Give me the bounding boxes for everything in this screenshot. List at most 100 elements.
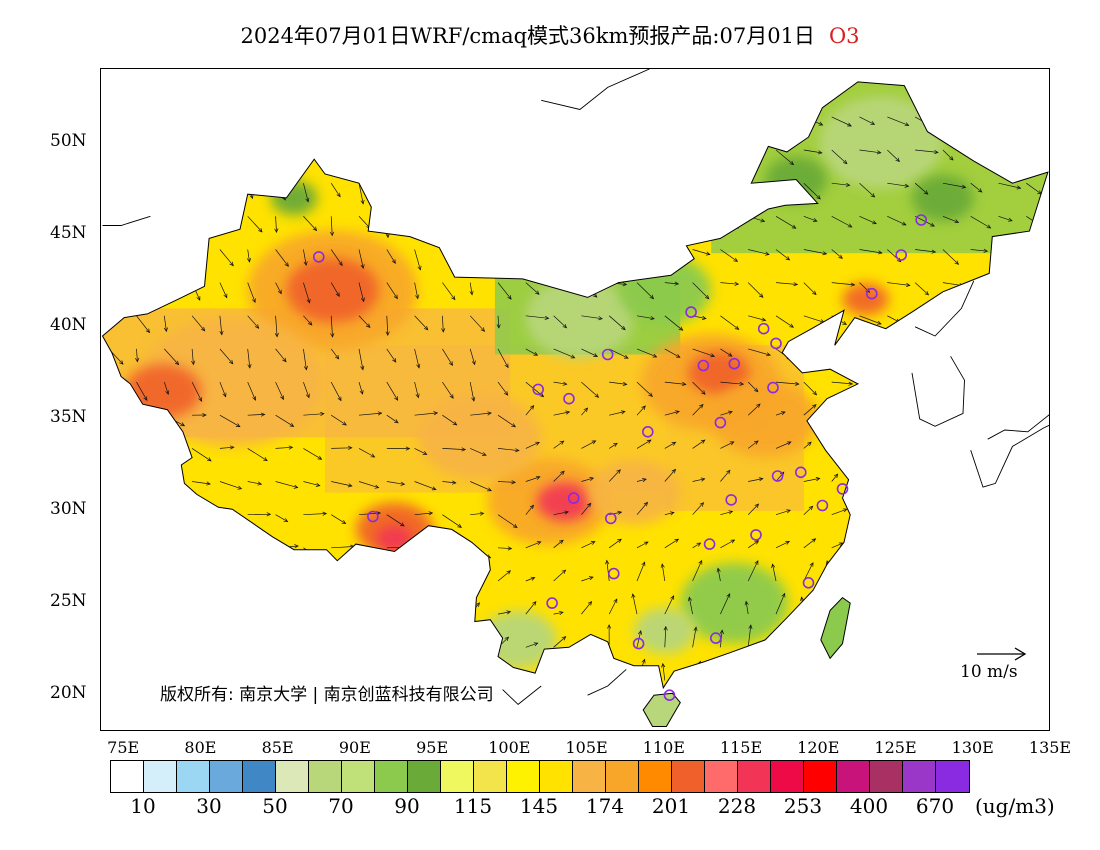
wind-arrowhead (842, 159, 848, 165)
wind-arrowhead (390, 189, 395, 194)
wind-arrowhead (847, 223, 853, 228)
wind-arrowhead (898, 507, 903, 512)
wind-arrow (136, 149, 140, 171)
wind-arrowhead (360, 297, 365, 303)
colorbar-label: 115 (453, 794, 493, 818)
wind-arrow (1026, 249, 1041, 252)
wind-arrowhead (223, 293, 228, 299)
wind-arrow (882, 660, 888, 681)
wind-arrowhead (173, 708, 177, 711)
wind-arrowhead (535, 441, 540, 446)
species-label: O3 (828, 24, 860, 48)
wind-arrowhead (587, 600, 593, 606)
lon-label: 125E (874, 738, 917, 757)
colorbar-label: 145 (519, 794, 559, 818)
wind-arrowhead (530, 576, 536, 581)
wind-arrowhead (307, 321, 313, 326)
wind-arrow (108, 445, 131, 449)
wind-arrow (497, 216, 501, 236)
wind-arrow (942, 601, 947, 615)
wind-arrowhead (389, 639, 394, 644)
wind-arrowhead (115, 708, 119, 711)
wind-arrow (275, 249, 289, 267)
wind-arrow (998, 406, 1013, 416)
wind-arrowhead (282, 675, 288, 679)
wind-arrowhead (641, 561, 646, 567)
wind-arrowhead (728, 120, 734, 125)
wind-arrowhead (917, 568, 922, 574)
wind-arrow (414, 149, 421, 166)
wind-arrowhead (470, 198, 475, 204)
wind-arrowhead (950, 444, 956, 449)
wind-arrow (970, 315, 990, 326)
wind-arrowhead (163, 228, 168, 234)
wind-arrow (747, 664, 756, 681)
colorbar-swatch (804, 761, 837, 792)
wind-arrow (163, 116, 167, 139)
wind-arrowhead (699, 502, 705, 507)
wind-arrow (247, 644, 260, 648)
colorbar-swatch (408, 761, 441, 792)
wind-arrowhead (613, 442, 618, 447)
wind-arrowhead (416, 363, 421, 369)
wind-arrow (970, 565, 979, 582)
wind-arrow (831, 149, 848, 164)
wind-arrow (275, 315, 278, 337)
wind-arrow (608, 116, 626, 130)
wind-arrowhead (533, 351, 539, 356)
wind-arrow (887, 381, 905, 385)
wind-arrowhead (179, 520, 185, 525)
wind-arrow (414, 116, 428, 132)
reference-vector-label: 10 m/s (960, 662, 1018, 682)
wind-arrowhead (457, 523, 462, 528)
wind-arrowhead (850, 282, 856, 287)
wind-arrow (108, 481, 125, 489)
wind-arrowhead (674, 281, 680, 286)
wind-arrowhead (652, 153, 658, 157)
wind-arrow (219, 216, 222, 229)
wind-arrowhead (196, 296, 201, 301)
wind-arrowhead (400, 522, 405, 527)
station-marker (567, 492, 580, 504)
colorbar-label: 10 (130, 794, 156, 818)
wind-arrow (469, 116, 481, 130)
wind-arrowhead (726, 695, 729, 699)
wind-arrow (219, 348, 234, 365)
wind-arrowhead (335, 636, 341, 642)
wind-arrowhead (562, 323, 568, 329)
wind-arrow (720, 511, 733, 516)
wind-arrow (664, 116, 680, 127)
wind-arrowhead (110, 394, 115, 400)
wind-arrow (688, 597, 693, 615)
wind-arrowhead (705, 251, 711, 256)
wind-arrowhead (984, 321, 990, 326)
wind-arrowhead (645, 191, 651, 197)
wind-arrow (497, 570, 511, 582)
colorbar-swatch (672, 761, 705, 792)
wind-arrowhead (591, 440, 597, 445)
wind-arrowhead (506, 610, 512, 615)
wind-arrow (942, 348, 960, 365)
wind-arrow (497, 547, 512, 549)
wind-arrowhead (1040, 293, 1046, 298)
wind-arrowhead (794, 381, 800, 386)
wind-arrow (358, 381, 363, 395)
wind-arrowhead (123, 420, 128, 425)
wind-arrow (330, 149, 343, 169)
wind-arrowhead (207, 457, 212, 462)
wind-arrow (803, 215, 818, 222)
wind-arrow (553, 636, 566, 648)
wind-arrow (331, 575, 340, 582)
wind-arrow (970, 505, 984, 515)
wind-arrowhead (312, 226, 318, 232)
wind-arrowhead (125, 520, 131, 525)
wind-arrowhead (669, 511, 675, 516)
wind-arrowhead (793, 282, 799, 287)
wind-arrowhead (266, 512, 272, 517)
wind-arrowhead (126, 444, 131, 449)
lat-label: 20N (50, 683, 87, 704)
colorbar-label: 253 (783, 794, 823, 818)
station-marker (607, 567, 620, 580)
wind-arrowhead (780, 698, 783, 702)
wind-arrow (609, 381, 627, 385)
